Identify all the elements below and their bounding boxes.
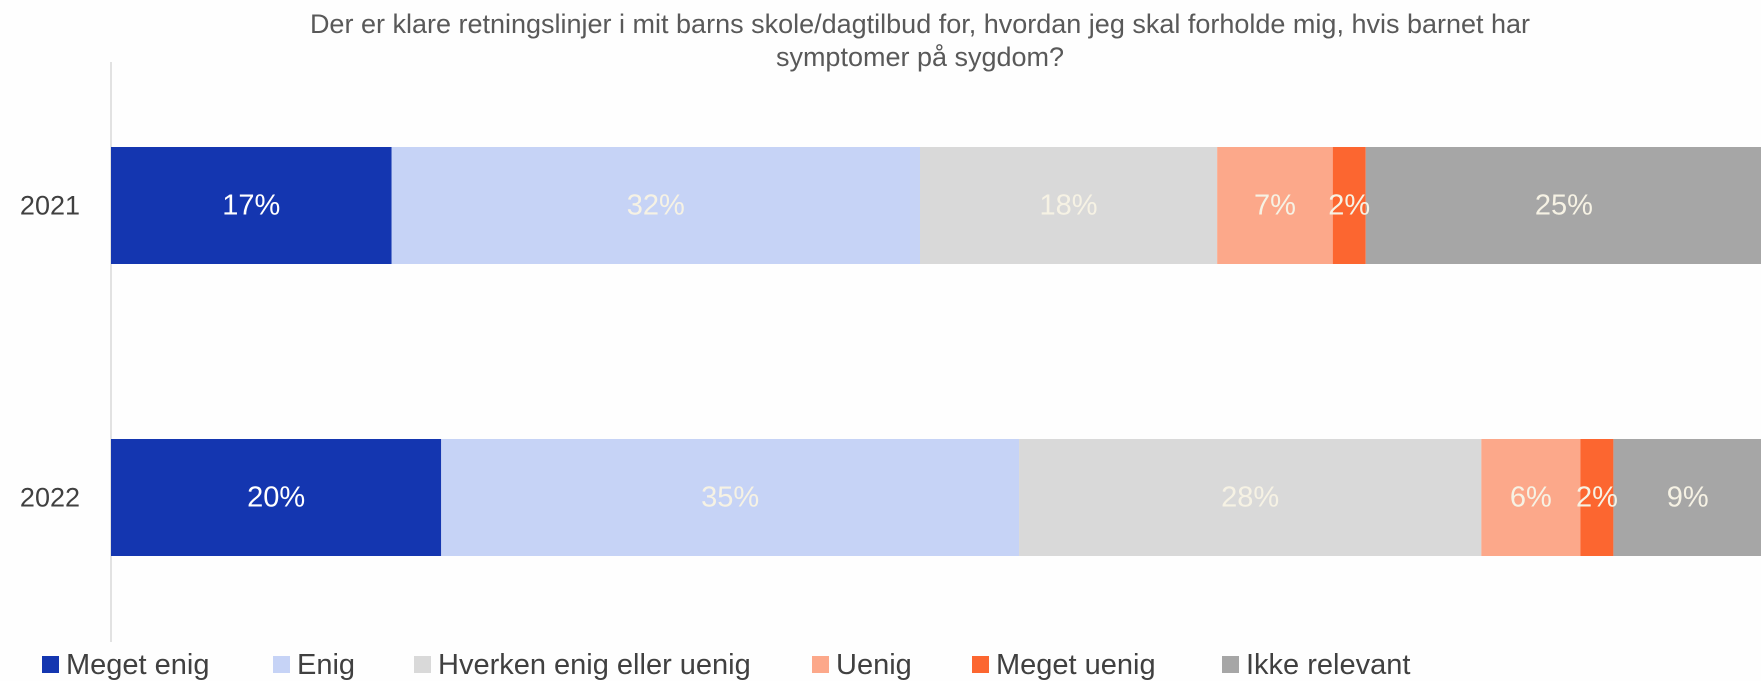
bar-segment [1217, 147, 1333, 264]
data-label: 7% [1254, 190, 1296, 222]
bar-segment [1481, 439, 1581, 556]
data-label: 25% [1535, 190, 1593, 222]
legend-label: Meget uenig [996, 649, 1156, 681]
bar-segment [919, 147, 1218, 264]
legend-swatch [972, 656, 989, 673]
legend-label: Ikke relevant [1246, 649, 1410, 681]
bar-segment [111, 147, 392, 264]
legend-label: Enig [297, 649, 355, 681]
bar-segment [111, 439, 442, 556]
data-label: 28% [1221, 482, 1279, 514]
data-label: 17% [222, 190, 280, 222]
bar-segment [1580, 439, 1614, 556]
legend-swatch [273, 656, 290, 673]
data-label: 6% [1510, 482, 1552, 514]
bar-segment [441, 439, 1020, 556]
bar-segment [1332, 147, 1366, 264]
plot-area [111, 147, 1761, 556]
legend-swatch [42, 656, 59, 673]
chart-title: Der er klare retningslinjer i mit barns … [309, 9, 1531, 72]
legend-swatch [1222, 656, 1239, 673]
bar-segment [1019, 439, 1482, 556]
data-label: 35% [701, 482, 759, 514]
data-label: 2% [1328, 190, 1370, 222]
y-tick-label: 2021 [20, 191, 80, 221]
y-tick-label: 2022 [20, 483, 80, 513]
legend-label: Meget enig [66, 649, 210, 681]
bar-segment [391, 147, 920, 264]
legend-swatch [414, 656, 431, 673]
data-label: 18% [1040, 190, 1098, 222]
bar-segment [1613, 439, 1761, 556]
bar-segment [1365, 147, 1761, 264]
data-label: 20% [247, 482, 305, 514]
legend-swatch [812, 656, 829, 673]
legend-label: Uenig [836, 649, 912, 681]
legend-label: Hverken enig eller uenig [438, 649, 751, 681]
data-label: 32% [627, 190, 685, 222]
data-label: 2% [1576, 482, 1618, 514]
data-label: 9% [1667, 482, 1709, 514]
